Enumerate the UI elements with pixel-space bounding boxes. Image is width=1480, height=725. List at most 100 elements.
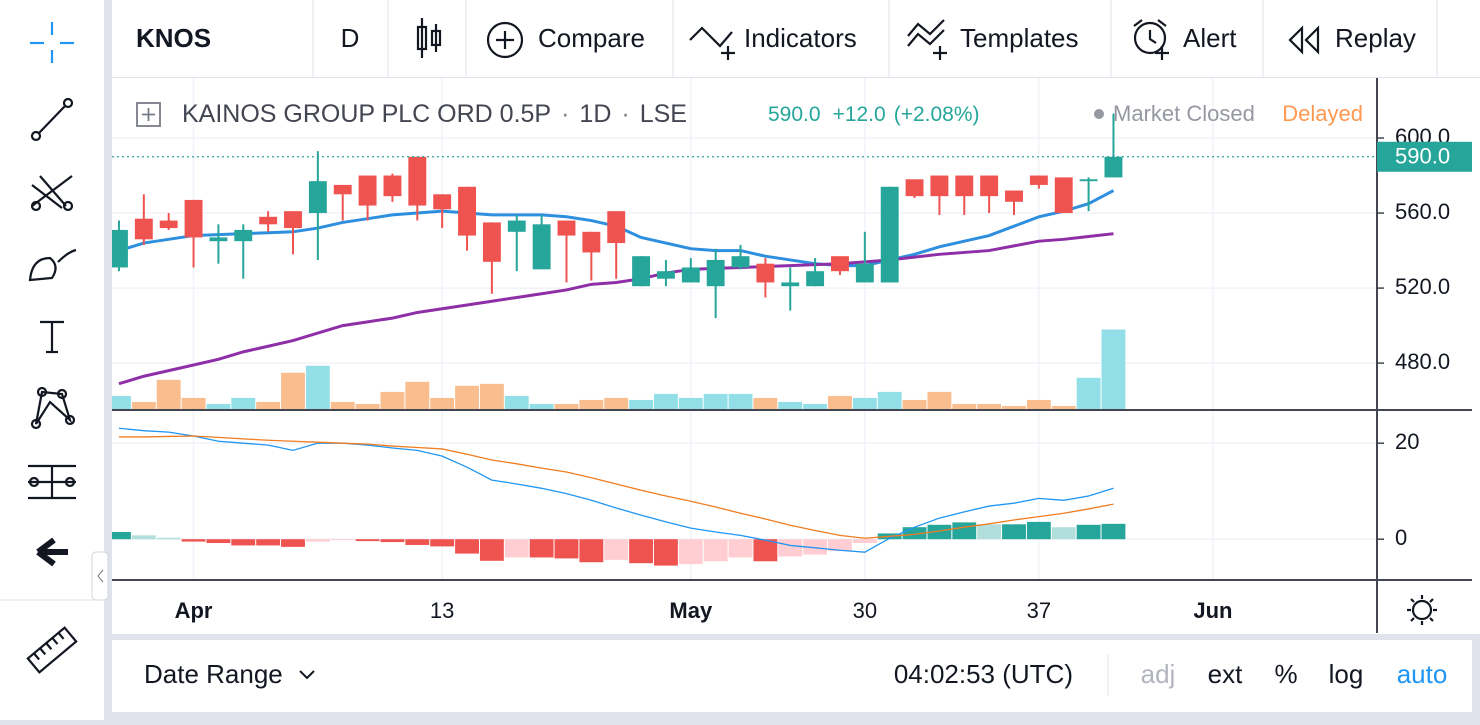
histogram-bar <box>803 539 828 555</box>
histogram-bar <box>231 539 256 546</box>
candle-body <box>656 271 675 279</box>
symbol[interactable]: KNOS <box>136 23 211 53</box>
candle-body <box>607 211 626 244</box>
volume-bar <box>629 399 654 410</box>
macd-pane <box>112 427 1126 566</box>
candle-body <box>1079 179 1098 182</box>
volume-bar <box>579 399 604 410</box>
indicators-button[interactable]: Indicators <box>744 23 857 53</box>
candle-body <box>632 256 651 287</box>
volume-bar <box>380 391 405 410</box>
volume-bar <box>355 403 380 410</box>
candle-body <box>1029 175 1048 185</box>
crosshair-tool[interactable] <box>30 22 74 63</box>
candle-body <box>383 175 402 197</box>
legend-name: KAINOS GROUP PLC ORD 0.5P <box>182 100 551 128</box>
date-range-chevron <box>299 670 315 680</box>
candle-body <box>880 186 899 283</box>
y-tick-label: 20 <box>1395 429 1419 454</box>
histogram-bar <box>952 522 977 540</box>
x-tick-label: Apr <box>175 598 213 623</box>
candle-body <box>134 218 153 240</box>
histogram-bar <box>604 539 629 560</box>
indicators-icon <box>689 26 735 60</box>
ext-toggle[interactable]: ext <box>1208 659 1243 689</box>
price-label-box <box>1377 141 1472 172</box>
alert-button[interactable]: Alert <box>1183 23 1237 53</box>
date-range-button[interactable]: Date Range <box>144 659 283 689</box>
histogram-bar <box>728 539 753 558</box>
histogram-bar <box>852 539 877 544</box>
histogram-bar <box>927 524 952 540</box>
drawing-tools <box>26 22 78 674</box>
volume-bar <box>281 372 305 410</box>
candle-body <box>458 186 476 236</box>
fib-tool[interactable] <box>30 175 74 212</box>
compare-button[interactable]: Compare <box>538 23 645 53</box>
histogram-bar <box>131 535 156 540</box>
volume-bar <box>206 403 231 410</box>
volume-bar <box>1051 405 1076 410</box>
volume-bar <box>977 403 1002 410</box>
alert-icon <box>1133 19 1169 60</box>
collapse-tab[interactable] <box>91 551 109 601</box>
volume-bar <box>305 365 330 410</box>
legend-toggle[interactable] <box>136 102 161 127</box>
y-tick-label: 480.0 <box>1395 349 1450 374</box>
volume-bar <box>1026 399 1051 410</box>
histogram-bar <box>1051 527 1076 540</box>
trendline-tool[interactable] <box>30 97 74 142</box>
candle-body <box>930 175 949 197</box>
volume-bar <box>156 379 181 410</box>
percent-toggle[interactable]: % <box>1274 659 1297 689</box>
templates-button[interactable]: Templates <box>960 23 1079 53</box>
volume-bar <box>877 391 902 410</box>
histogram-bar <box>479 539 504 561</box>
histogram-bar <box>455 539 479 554</box>
prediction-tool[interactable] <box>28 464 76 500</box>
replay-button[interactable]: Replay <box>1335 23 1416 53</box>
hide-tool[interactable] <box>36 537 68 567</box>
volume-bar <box>256 401 281 410</box>
histogram-bar <box>579 539 604 563</box>
histogram-bar <box>828 539 852 552</box>
histogram-bar <box>753 539 778 562</box>
macd-line <box>118 435 1114 539</box>
candle-body <box>681 267 700 283</box>
collapse-icon <box>97 569 104 583</box>
histogram-bar <box>629 539 654 564</box>
volume-bar <box>902 399 927 410</box>
x-tick-label: May <box>669 598 713 623</box>
text-tool[interactable] <box>40 320 64 354</box>
volume-bar <box>1076 377 1101 410</box>
candle-body <box>507 220 526 232</box>
ruler-tool[interactable] <box>26 626 78 674</box>
volume-bar <box>728 393 753 410</box>
candle-body <box>806 271 825 287</box>
log-toggle[interactable]: log <box>1329 659 1364 689</box>
histogram-bar <box>504 539 529 558</box>
candle-body <box>333 184 352 195</box>
volume-bar <box>112 395 131 410</box>
volume-bar <box>1002 405 1026 410</box>
settings-icon[interactable] <box>1407 595 1437 625</box>
candle-body <box>184 199 203 238</box>
volume-bar <box>529 403 554 410</box>
candle-body <box>433 194 452 210</box>
histogram-bar <box>778 539 803 557</box>
brush-tool[interactable] <box>28 248 77 282</box>
pattern-tool[interactable] <box>30 386 76 430</box>
interval[interactable]: D <box>341 23 360 53</box>
adj-toggle[interactable]: adj <box>1141 659 1176 689</box>
market-status: Market Closed <box>1113 101 1255 126</box>
volume-bar <box>231 397 256 410</box>
legend-last: 590.0 <box>768 103 821 126</box>
volume-bar <box>405 381 430 410</box>
chart-style-icon[interactable] <box>416 18 442 58</box>
candle-body <box>159 220 178 229</box>
volume-bar <box>703 393 728 410</box>
volume-bar <box>1101 329 1126 410</box>
auto-toggle[interactable]: auto <box>1397 659 1448 689</box>
histogram-bar <box>654 539 678 566</box>
clock: 04:02:53 (UTC) <box>894 659 1073 689</box>
